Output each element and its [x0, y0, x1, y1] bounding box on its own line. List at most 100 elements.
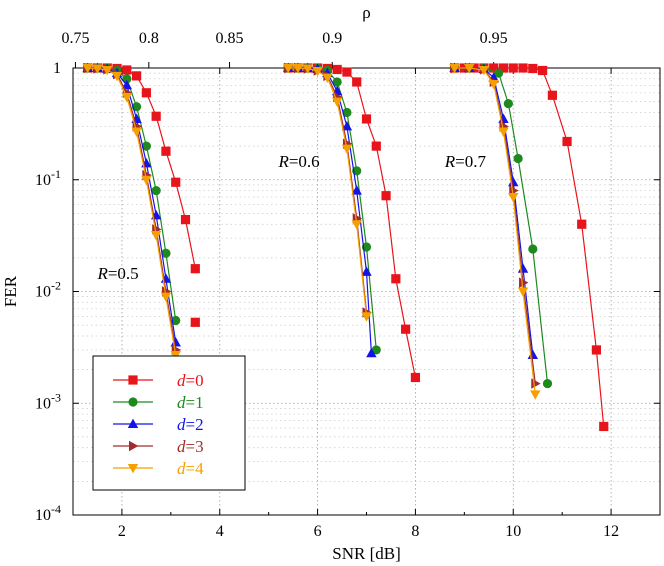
- data-point-circle: [342, 107, 352, 118]
- data-point-triangle-up: [170, 337, 181, 347]
- data-point-square: [371, 141, 381, 151]
- data-point-circle: [513, 153, 523, 164]
- data-point-square: [599, 421, 609, 432]
- data-point-square: [131, 71, 142, 81]
- data-point-triangle-down: [82, 64, 93, 74]
- rho-tick-label: 0.75: [61, 30, 89, 47]
- data-point-circle: [128, 397, 138, 407]
- data-point-square: [401, 324, 411, 334]
- legend-entry: d=1: [113, 393, 204, 412]
- x-tick-label: 4: [216, 523, 224, 540]
- data-point-triangle-down: [464, 64, 475, 74]
- data-point-triangle-down: [121, 93, 133, 103]
- data-point-square: [361, 114, 372, 124]
- data-point-triangle-down: [92, 64, 103, 74]
- series-layer: [82, 62, 609, 432]
- legend-label: d=0: [177, 371, 204, 390]
- legend-entry: d=3: [113, 437, 204, 456]
- data-point-square: [518, 63, 528, 73]
- data-point-square: [528, 63, 538, 74]
- data-point-square: [547, 90, 557, 100]
- data-point-circle: [528, 244, 538, 254]
- x-tick-label: 10: [505, 523, 521, 540]
- data-point-circle: [542, 378, 553, 389]
- data-point-triangle-down: [508, 193, 519, 203]
- data-point-triangle-down: [488, 79, 499, 90]
- grid: [73, 68, 660, 515]
- data-point-triangle-down: [302, 64, 313, 74]
- data-point-square: [180, 214, 191, 225]
- legend-label: d=2: [177, 415, 204, 434]
- legend-entry: d=2: [113, 415, 204, 434]
- data-point-square: [498, 63, 509, 73]
- data-point-square: [591, 345, 602, 355]
- data-point-triangle-down: [111, 71, 123, 82]
- y-tick-label: 10-1: [35, 167, 61, 189]
- x-tick-label: 8: [411, 523, 419, 540]
- data-point-triangle-down: [478, 65, 490, 76]
- rate-annotation: R=0.5: [96, 264, 138, 283]
- data-point-square: [562, 136, 572, 147]
- data-point-triangle-down: [449, 64, 460, 74]
- top-axis-label: ρ: [362, 3, 370, 22]
- annotations: R=0.5 R=0.6 R=0.7: [96, 152, 486, 283]
- data-point-triangle-right: [129, 440, 139, 452]
- data-point-square: [128, 375, 138, 385]
- data-point-square: [391, 274, 401, 284]
- data-point-triangle-down: [322, 73, 333, 84]
- rho-tick-label: 0.9: [322, 30, 342, 47]
- legend: d=0 d=1 d=2 d=3 d=4: [92, 355, 246, 491]
- rho-tick-label: 0.95: [480, 30, 508, 47]
- data-point-circle: [122, 74, 132, 84]
- data-point-triangle-up: [508, 176, 519, 187]
- data-point-square: [352, 77, 362, 87]
- data-point-circle: [493, 68, 504, 78]
- legend-entry: d=0: [113, 371, 204, 390]
- data-point-circle: [503, 99, 513, 109]
- data-point-triangle-up: [361, 266, 372, 276]
- data-point-square: [538, 65, 548, 76]
- data-point-square: [508, 63, 518, 73]
- data-point-square: [332, 64, 342, 75]
- data-point-square: [141, 88, 151, 98]
- data-point-triangle-down: [127, 464, 139, 474]
- data-point-circle: [371, 345, 381, 355]
- data-point-triangle-down: [283, 64, 294, 74]
- series-d-1: [83, 63, 553, 389]
- data-point-square: [410, 372, 421, 383]
- data-point-square: [122, 65, 132, 75]
- rho-tick-label: 0.85: [216, 30, 244, 47]
- data-point-triangle-down: [331, 97, 343, 108]
- x-tick-label: 6: [314, 523, 322, 540]
- data-point-triangle-down: [530, 390, 541, 400]
- data-point-circle: [141, 141, 151, 151]
- data-point-square: [577, 219, 587, 229]
- data-point-triangle-up: [127, 418, 139, 428]
- x-tick-label: 2: [118, 523, 126, 540]
- data-point-square: [489, 63, 499, 73]
- data-point-triangle-down: [312, 67, 323, 77]
- x-tick-label: 12: [603, 523, 619, 540]
- series-d-4: [82, 64, 541, 400]
- data-point-triangle-down: [150, 231, 162, 241]
- data-point-circle: [171, 315, 181, 326]
- legend-label: d=1: [177, 393, 204, 412]
- y-axis-label: FER: [1, 275, 20, 307]
- y-tick-label: 10-4: [35, 502, 61, 524]
- data-point-square: [171, 177, 181, 187]
- data-point-triangle-down: [131, 127, 142, 137]
- data-point-triangle-down: [517, 287, 529, 297]
- data-point-triangle-down: [141, 175, 152, 186]
- data-point-triangle-up: [366, 347, 377, 358]
- data-point-triangle-down: [351, 220, 362, 230]
- rate-annotation: R=0.6: [277, 152, 319, 171]
- y-tick-label: 10-2: [35, 279, 61, 301]
- y-tick-label: 1: [53, 60, 61, 77]
- data-point-triangle-down: [361, 312, 372, 322]
- rate-annotation: R=0.7: [444, 152, 487, 171]
- data-point-triangle-up: [351, 185, 362, 195]
- legend-label: d=3: [177, 437, 204, 456]
- data-point-square: [342, 67, 352, 77]
- data-point-square: [381, 191, 391, 201]
